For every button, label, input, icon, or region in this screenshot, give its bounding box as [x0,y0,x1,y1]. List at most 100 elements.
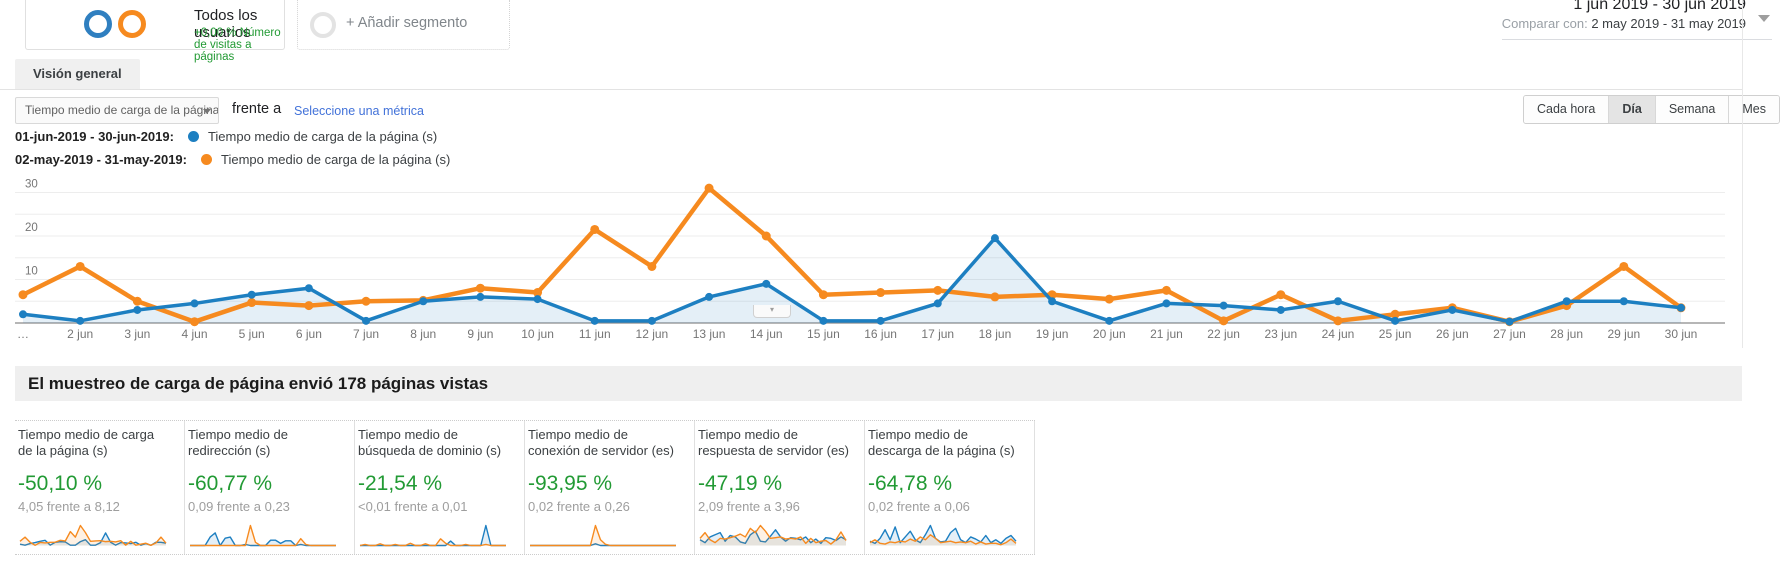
chevron-down-icon [203,109,211,114]
metric-card-title: Tiempo medio de conexión de servidor (es… [528,427,674,458]
sparkline-chart [530,524,676,547]
tab-divider [0,89,1742,90]
metric-card-page-load: Tiempo medio de carga de la página (s) -… [15,421,185,554]
svg-text:10: 10 [25,266,38,278]
svg-text:25 jun: 25 jun [1379,327,1412,341]
sparkline-chart [699,524,847,546]
metric-card-server-response: Tiempo medio de respuesta de servidor (e… [695,421,865,554]
svg-text:7 jun: 7 jun [353,327,379,341]
granularity-day-button[interactable]: Día [1608,96,1655,123]
legend-row-current: 01-jun-2019 - 30-jun-2019: Tiempo medio … [15,126,437,146]
svg-text:18 jun: 18 jun [979,327,1012,341]
svg-text:26 jun: 26 jun [1436,327,1469,341]
svg-text:6 jun: 6 jun [296,327,322,341]
report-right-border [1742,0,1743,348]
metric-card-comparison: 4,05 frente a 8,12 [18,499,120,514]
metric-card-percent: -47,19 % [698,472,783,495]
legend-dot-blue-icon [187,130,199,142]
segment-ring-blue-icon [84,10,112,38]
metric-card-comparison: 0,02 frente a 0,26 [528,499,630,514]
segment-chip-all-users[interactable]: Todos los usuarios +0,00 % Número de vis… [25,0,285,63]
sparkline-chart [190,524,336,547]
svg-text:2 jun: 2 jun [67,327,93,341]
timeseries-chart-svg: 10 20 30 … 2 jun 3 jun 4 jun 5 jun 6 jun 7 jun 8 j… [15,179,1725,341]
svg-text:20: 20 [25,222,38,234]
metric-card-title: Tiempo medio de respuesta de servidor (e… [698,427,850,458]
granularity-button-group: Cada hora Día Semana Mes [1522,95,1780,124]
metric-card-percent: -21,54 % [358,472,443,495]
metric-card-percent: -93,95 % [528,472,613,495]
svg-text:10 jun: 10 jun [521,327,554,341]
date-range-compare: Comparar con: 2 may 2019 - 31 may 2019 [1502,16,1746,31]
svg-text:11 jun: 11 jun [579,327,611,341]
metric-card-comparison: 0,02 frente a 0,06 [868,499,970,514]
metric-select-value: Tiempo medio de carga de la página (s) [25,103,219,117]
segment-ring-orange-icon [118,10,146,38]
granularity-week-button[interactable]: Semana [1654,96,1729,123]
metric-card-redirection: Tiempo medio de redirección (s) -60,77 %… [185,421,355,554]
svg-text:30: 30 [25,179,38,191]
metric-card-comparison: 2,09 frente a 3,96 [698,499,800,514]
metric-card-page-download: Tiempo medio de descarga de la página (s… [865,421,1035,554]
metric-card-comparison: 0,09 frente a 0,23 [188,499,290,514]
metric-cards-row: Tiempo medio de carga de la página (s) -… [15,420,1035,555]
svg-text:21 jun: 21 jun [1150,327,1183,341]
metric-card-comparison: <0,01 frente a 0,01 [358,499,468,514]
svg-text:24 jun: 24 jun [1322,327,1355,341]
timeseries-chart[interactable]: 10 20 30 … 2 jun 3 jun 4 jun 5 jun 6 jun 7 jun 8 j… [15,166,1725,346]
add-segment-button[interactable]: + Añadir segmento [297,0,510,50]
legend-dot-orange-icon [201,153,212,165]
legend-metric-label: Tiempo medio de carga de la página (s) [207,128,438,144]
svg-text:3 jun: 3 jun [124,327,150,341]
select-metric-link[interactable]: Seleccione una métrica [294,104,424,118]
svg-text:20 jun: 20 jun [1093,327,1126,341]
section-header: El muestreo de carga de página envió 178… [15,366,1742,401]
svg-text:30 jun: 30 jun [1665,327,1698,341]
svg-text:5 jun: 5 jun [239,327,265,341]
metric-select-dropdown[interactable]: Tiempo medio de carga de la página (s) [15,97,219,124]
compare-label: Comparar con: [1501,16,1588,31]
granularity-month-button[interactable]: Mes [1728,96,1779,123]
sparkline-chart [359,524,506,547]
svg-text:13 jun: 13 jun [693,327,726,341]
svg-text:19 jun: 19 jun [1036,327,1069,341]
svg-text:4 jun: 4 jun [182,327,208,341]
metric-card-title: Tiempo medio de redirección (s) [188,427,288,458]
metric-card-title: Tiempo medio de carga de la página (s) [18,427,155,458]
tab-overview[interactable]: Visión general [15,59,140,89]
svg-text:27 jun: 27 jun [1493,327,1526,341]
svg-text:8 jun: 8 jun [410,327,436,341]
svg-text:12 jun: 12 jun [636,327,669,341]
metric-card-percent: -60,77 % [188,472,273,495]
svg-text:22 jun: 22 jun [1207,327,1240,341]
granularity-hourly-button[interactable]: Cada hora [1523,96,1609,123]
sparkline-chart [19,524,167,547]
add-segment-label: + Añadir segmento [346,15,468,31]
metric-card-title: Tiempo medio de descarga de la página (s… [868,427,1015,458]
chevron-down-icon [1758,15,1770,22]
add-segment-circle-icon [310,12,336,38]
svg-text:16 jun: 16 jun [864,327,897,341]
svg-text:28 jun: 28 jun [1550,327,1583,341]
segment-subtitle: +0,00 % Número de visitas a páginas [194,27,281,63]
legend-row-compare: 02-may-2019 - 31-may-2019: Tiempo medio … [15,149,450,169]
legend-range-label: 02-may-2019 - 31-may-2019: [15,151,187,167]
svg-text:14 jun: 14 jun [750,327,783,341]
metric-card-domain-lookup: Tiempo medio de búsqueda de dominio (s) … [355,421,525,554]
svg-text:15 jun: 15 jun [807,327,840,341]
legend-metric-label: Tiempo medio de carga de la página (s) [221,151,451,167]
date-range-selector[interactable]: 1 jun 2019 - 30 jun 2019 Comparar con: 2… [1501,0,1772,40]
metric-card-server-connection: Tiempo medio de conexión de servidor (es… [525,421,695,554]
segment-title: Todos los usuarios [194,7,258,41]
vs-label: frente a [232,101,282,117]
date-range-primary: 1 jun 2019 - 30 jun 2019 [1573,0,1746,13]
metric-card-title: Tiempo medio de búsqueda de dominio (s) [358,427,502,458]
metric-card-percent: -64,78 % [868,472,953,495]
metric-card-percent: -50,10 % [18,472,103,495]
legend-range-label: 01-jun-2019 - 30-jun-2019: [15,128,174,144]
sparkline-chart [869,524,1017,546]
svg-text:29 jun: 29 jun [1607,327,1640,341]
chart-collapse-handle[interactable]: ▾ [753,305,791,318]
svg-text:…: … [17,327,29,341]
